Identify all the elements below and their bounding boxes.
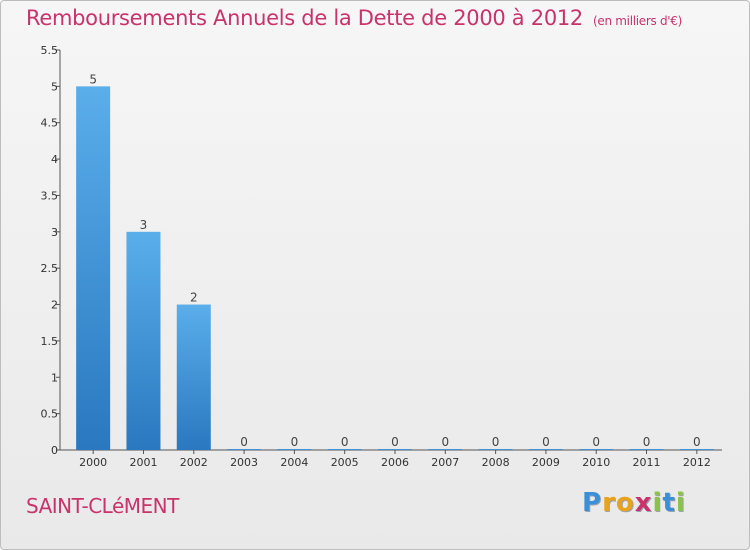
y-tick-label: 3.5	[41, 189, 59, 202]
y-tick-label: 2.5	[41, 262, 59, 275]
x-tick-label: 2005	[331, 456, 359, 469]
data-label: 0	[391, 435, 399, 449]
bar	[579, 449, 614, 450]
x-tick-label: 2011	[633, 456, 661, 469]
y-tick-label: 1	[51, 371, 58, 384]
data-label: 0	[643, 435, 651, 449]
data-label: 0	[341, 435, 349, 449]
logo-letter: t	[662, 488, 676, 518]
y-tick-label: 5	[51, 80, 58, 93]
bar	[126, 231, 161, 450]
bar	[428, 449, 463, 450]
logo-letter: P	[582, 488, 603, 518]
chart-title: Remboursements Annuels de la Dette de 20…	[26, 6, 682, 30]
y-tick-label: 1.5	[41, 335, 59, 348]
y-tick-label: 0	[51, 444, 58, 457]
y-tick-label: 5.5	[41, 44, 59, 57]
x-tick-label: 2007	[431, 456, 459, 469]
bar	[176, 304, 211, 450]
x-tick-label: 2004	[280, 456, 308, 469]
bar	[227, 449, 262, 450]
data-label: 0	[240, 435, 248, 449]
x-tick-label: 2000	[79, 456, 107, 469]
data-label: 2	[190, 291, 198, 305]
logo-letter: r	[602, 488, 616, 518]
x-tick-label: 2008	[482, 456, 510, 469]
data-label: 0	[441, 435, 449, 449]
data-label: 5	[89, 72, 97, 86]
bar	[679, 449, 714, 450]
x-tick-label: 2006	[381, 456, 409, 469]
proxiti-logo: Proxiti	[582, 488, 686, 518]
x-tick-label: 2002	[180, 456, 208, 469]
chart-axes: 0 0.5 1 1.5 2 2.5 3 3.5 4 4.5 5 5.5	[41, 44, 722, 457]
chart-unit-label: (en milliers d'€)	[593, 14, 683, 28]
bar	[478, 449, 513, 450]
data-label: 3	[140, 218, 148, 232]
bar	[327, 449, 362, 450]
data-label: 0	[542, 435, 550, 449]
logo-letter: x	[634, 488, 653, 518]
x-tick-label: 2001	[129, 456, 157, 469]
logo-letter: i	[652, 488, 663, 518]
data-label: 0	[592, 435, 600, 449]
commune-name: SAINT-CLéMENT	[26, 494, 179, 518]
x-tick-label: 2010	[582, 456, 610, 469]
y-tick-label: 2	[51, 299, 58, 312]
chart-labels: 2000 5 2001 3 2002 2 2003 0 2004 0 2005 0 2006 0 2007 0…	[79, 72, 711, 469]
chart-title-text: Remboursements Annuels de la Dette de 20…	[26, 6, 583, 30]
x-tick-label: 2003	[230, 456, 258, 469]
data-label: 0	[693, 435, 701, 449]
logo-letter: i	[675, 488, 686, 518]
bar	[528, 449, 563, 450]
bar	[378, 449, 412, 450]
bar	[277, 449, 312, 450]
chart-bars	[76, 86, 714, 450]
x-tick-label: 2009	[532, 456, 560, 469]
y-tick-label: 0.5	[41, 408, 59, 421]
logo-letter: o	[615, 488, 635, 518]
bar	[76, 86, 111, 450]
data-label: 0	[291, 435, 299, 449]
y-tick-label: 3	[51, 226, 58, 239]
y-tick-label: 4.5	[41, 117, 59, 130]
data-label: 0	[492, 435, 500, 449]
y-tick-label: 4	[51, 153, 58, 166]
bar	[629, 449, 664, 450]
x-tick-label: 2012	[683, 456, 711, 469]
